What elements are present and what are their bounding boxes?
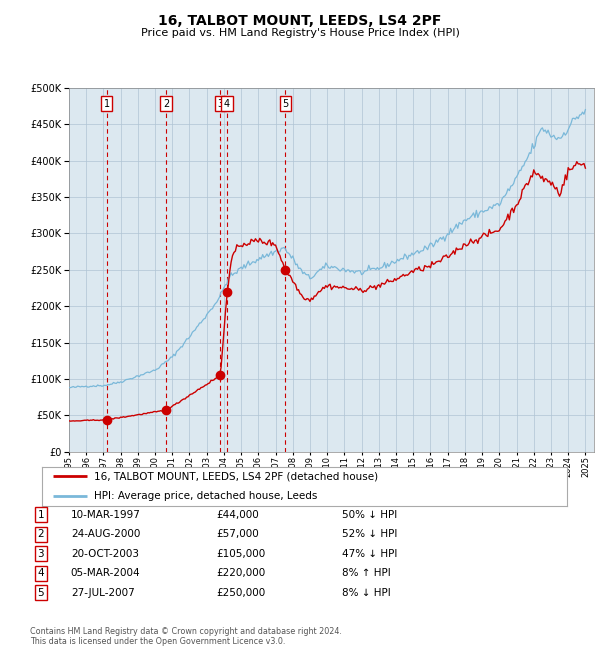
Text: £250,000: £250,000 <box>216 588 265 598</box>
Text: 3: 3 <box>217 99 224 109</box>
Text: 8% ↑ HPI: 8% ↑ HPI <box>342 568 391 578</box>
Text: 3: 3 <box>37 549 44 559</box>
Text: 1: 1 <box>104 99 110 109</box>
Text: Contains HM Land Registry data © Crown copyright and database right 2024.: Contains HM Land Registry data © Crown c… <box>30 627 342 636</box>
Text: 16, TALBOT MOUNT, LEEDS, LS4 2PF (detached house): 16, TALBOT MOUNT, LEEDS, LS4 2PF (detach… <box>95 471 379 481</box>
Text: £57,000: £57,000 <box>216 529 259 539</box>
Text: Price paid vs. HM Land Registry's House Price Index (HPI): Price paid vs. HM Land Registry's House … <box>140 28 460 38</box>
Text: 05-MAR-2004: 05-MAR-2004 <box>71 568 140 578</box>
Text: 27-JUL-2007: 27-JUL-2007 <box>71 588 134 598</box>
Text: 47% ↓ HPI: 47% ↓ HPI <box>342 549 397 559</box>
Text: 4: 4 <box>37 568 44 578</box>
Text: 2: 2 <box>37 529 44 539</box>
Text: 2: 2 <box>163 99 169 109</box>
Text: 52% ↓ HPI: 52% ↓ HPI <box>342 529 397 539</box>
Text: 10-MAR-1997: 10-MAR-1997 <box>71 510 140 520</box>
Text: 16, TALBOT MOUNT, LEEDS, LS4 2PF: 16, TALBOT MOUNT, LEEDS, LS4 2PF <box>158 14 442 29</box>
Text: HPI: Average price, detached house, Leeds: HPI: Average price, detached house, Leed… <box>95 491 318 501</box>
Text: £44,000: £44,000 <box>216 510 259 520</box>
Text: 4: 4 <box>224 99 230 109</box>
Text: 8% ↓ HPI: 8% ↓ HPI <box>342 588 391 598</box>
Text: 50% ↓ HPI: 50% ↓ HPI <box>342 510 397 520</box>
Text: £220,000: £220,000 <box>216 568 265 578</box>
Text: 5: 5 <box>37 588 44 598</box>
Text: This data is licensed under the Open Government Licence v3.0.: This data is licensed under the Open Gov… <box>30 637 286 646</box>
Text: 5: 5 <box>282 99 289 109</box>
Text: 24-AUG-2000: 24-AUG-2000 <box>71 529 140 539</box>
Text: £105,000: £105,000 <box>216 549 265 559</box>
Text: 20-OCT-2003: 20-OCT-2003 <box>71 549 139 559</box>
Text: 1: 1 <box>37 510 44 520</box>
